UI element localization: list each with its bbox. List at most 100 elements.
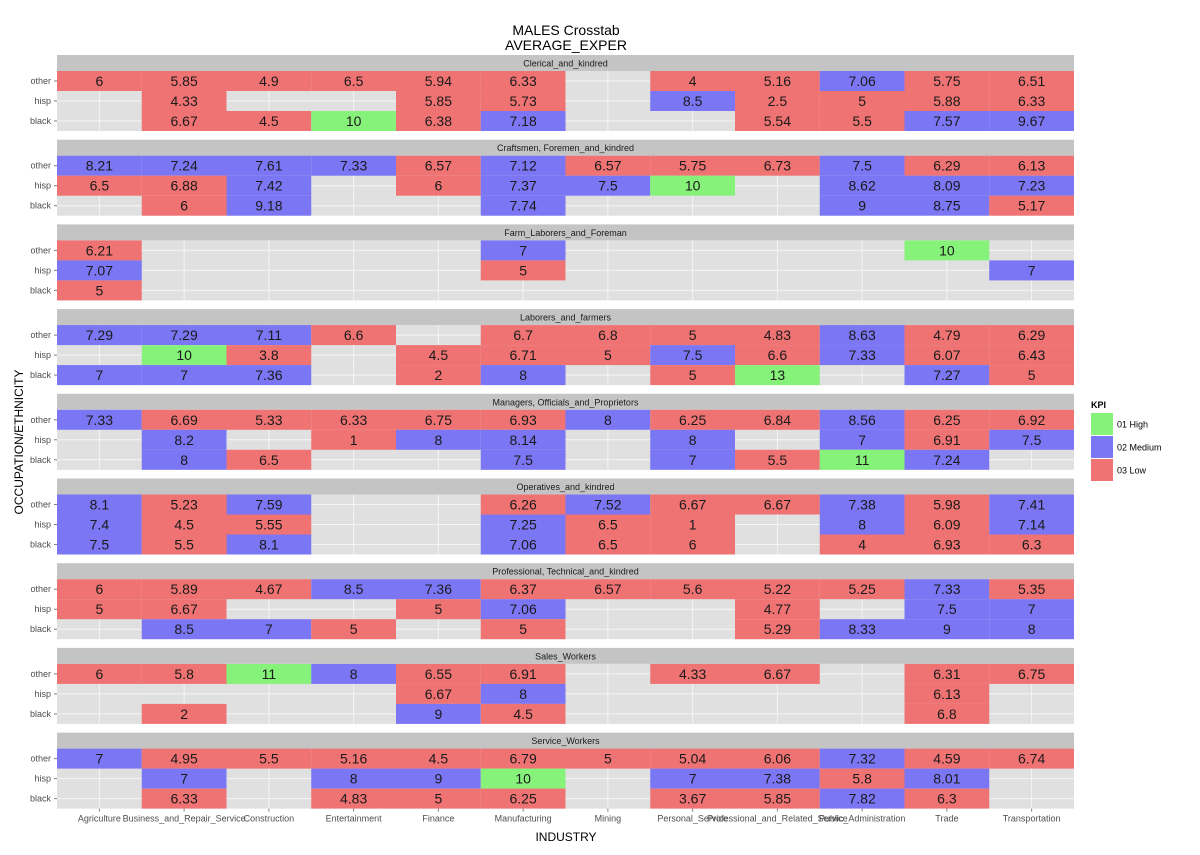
heatmap-cell bbox=[396, 111, 481, 131]
heatmap-cell bbox=[735, 449, 820, 470]
cell-value-label: 6.91 bbox=[510, 666, 537, 682]
heatmap-cell bbox=[311, 748, 396, 769]
x-tick-label: Business_and_Repair_Service bbox=[123, 814, 246, 824]
cell-value-label: 8.14 bbox=[510, 432, 537, 448]
facet-strip-label: Clerical_and_kindred bbox=[523, 59, 608, 69]
cell-value-label: 6.29 bbox=[933, 158, 960, 174]
cell-value-label: 8 bbox=[1028, 621, 1036, 637]
heatmap-cell bbox=[396, 663, 481, 684]
heatmap-cell bbox=[735, 325, 820, 346]
heatmap-cell bbox=[226, 345, 312, 366]
cell-value-label: 9.67 bbox=[1018, 113, 1045, 129]
cell-value-label: 6.25 bbox=[679, 412, 706, 428]
heatmap-cell bbox=[141, 409, 227, 430]
y-tick-label: black bbox=[30, 624, 52, 634]
heatmap-cell bbox=[735, 768, 820, 789]
facet-panel: Sales_Workers 6 5.8 11 8 6.55 6.91 4.33 6.67 6.31… bbox=[30, 647, 1074, 724]
heatmap-cell bbox=[650, 71, 735, 91]
heatmap-cell bbox=[904, 663, 990, 684]
heatmap-cell bbox=[650, 345, 735, 366]
cell-value-label: 6.8 bbox=[598, 327, 618, 343]
heatmap-cell bbox=[141, 703, 227, 724]
cell-value-label: 6.74 bbox=[1018, 751, 1045, 767]
heatmap-cell bbox=[819, 111, 905, 131]
cell-value-label: 5.85 bbox=[425, 93, 452, 109]
heatmap-cell bbox=[480, 111, 566, 131]
heatmap-cell bbox=[904, 514, 990, 535]
heatmap-cell bbox=[989, 494, 1074, 515]
heatmap-cell bbox=[57, 325, 142, 346]
cell-value-label: 5.04 bbox=[679, 751, 706, 767]
facet-strip bbox=[57, 139, 1074, 156]
cell-value-label: 5.94 bbox=[425, 73, 452, 89]
cell-value-label: 5.54 bbox=[764, 113, 791, 129]
cell-value-label: 7 bbox=[95, 751, 103, 767]
cell-value-label: 10 bbox=[939, 242, 955, 258]
heatmap-cell bbox=[226, 494, 312, 515]
facet-strip-label: Professional, Technical_and_kindred bbox=[492, 567, 638, 577]
heatmap-cell bbox=[57, 155, 142, 176]
heatmap-cell bbox=[480, 619, 566, 640]
heatmap-cell bbox=[480, 345, 566, 366]
cell-value-label: 7.5 bbox=[90, 537, 110, 553]
y-tick-label: other bbox=[30, 754, 51, 764]
heatmap-cell bbox=[57, 409, 142, 430]
heatmap-cell bbox=[819, 429, 905, 450]
cell-value-label: 7.5 bbox=[513, 452, 533, 468]
facet-panel: Managers, Officials_and_Proprietors 7.33 6… bbox=[30, 393, 1074, 470]
cell-value-label: 7.59 bbox=[255, 497, 282, 513]
cell-value-label: 4 bbox=[858, 537, 866, 553]
heatmap-cell bbox=[396, 429, 481, 450]
y-tick-label: hisp bbox=[34, 350, 51, 360]
heatmap-cell bbox=[480, 429, 566, 450]
heatmap-cell bbox=[57, 175, 142, 196]
heatmap-cell bbox=[396, 703, 481, 724]
cell-value-label: 7 bbox=[519, 242, 527, 258]
heatmap-cell bbox=[735, 788, 820, 809]
cell-value-label: 7.5 bbox=[1022, 432, 1042, 448]
cell-value-label: 6.13 bbox=[1018, 158, 1045, 174]
heatmap-cell bbox=[226, 409, 312, 430]
heatmap-cell bbox=[735, 71, 820, 91]
heatmap-cell bbox=[650, 155, 735, 176]
cell-value-label: 6.33 bbox=[171, 791, 198, 807]
cell-value-label: 7.38 bbox=[849, 497, 876, 513]
cell-value-label: 6.38 bbox=[425, 113, 452, 129]
x-axis-title: INDUSTRY bbox=[535, 830, 596, 844]
heatmap-cell bbox=[819, 768, 905, 789]
heatmap-cell bbox=[480, 240, 566, 261]
heatmap-cell bbox=[650, 409, 735, 430]
heatmap-cell bbox=[819, 325, 905, 346]
cell-value-label: 7.29 bbox=[86, 327, 113, 343]
cell-value-label: 1 bbox=[350, 432, 358, 448]
heatmap-cell bbox=[396, 409, 481, 430]
legend-label: 02 Medium bbox=[1117, 443, 1162, 453]
cell-value-label: 8 bbox=[180, 452, 188, 468]
cell-value-label: 10 bbox=[176, 347, 192, 363]
legend-swatch bbox=[1091, 413, 1113, 435]
heatmap-cell bbox=[396, 91, 481, 111]
cell-value-label: 7.52 bbox=[594, 497, 621, 513]
cell-value-label: 4.59 bbox=[933, 751, 960, 767]
heatmap-cell bbox=[57, 748, 142, 769]
heatmap-cell bbox=[819, 514, 905, 535]
cell-value-label: 2 bbox=[180, 706, 188, 722]
cell-value-label: 6.6 bbox=[768, 347, 788, 363]
cell-value-label: 8.5 bbox=[174, 621, 194, 637]
facet-strip-label: Managers, Officials_and_Proprietors bbox=[493, 397, 639, 407]
heatmap-cell bbox=[141, 195, 227, 216]
heatmap-cell bbox=[819, 195, 905, 216]
cell-value-label: 3.67 bbox=[679, 791, 706, 807]
heatmap-cell bbox=[396, 788, 481, 809]
y-tick-label: black bbox=[30, 794, 52, 804]
legend-title: KPI bbox=[1091, 400, 1106, 410]
heatmap-cell bbox=[650, 325, 735, 346]
heatmap-cell bbox=[226, 71, 312, 91]
heatmap-cell bbox=[226, 111, 312, 131]
heatmap-cell bbox=[819, 91, 905, 111]
cell-value-label: 5.5 bbox=[259, 751, 279, 767]
cell-value-label: 7.24 bbox=[933, 452, 960, 468]
cell-value-label: 6.09 bbox=[933, 517, 960, 533]
heatmap-cell bbox=[904, 365, 990, 386]
cell-value-label: 5.25 bbox=[849, 581, 876, 597]
